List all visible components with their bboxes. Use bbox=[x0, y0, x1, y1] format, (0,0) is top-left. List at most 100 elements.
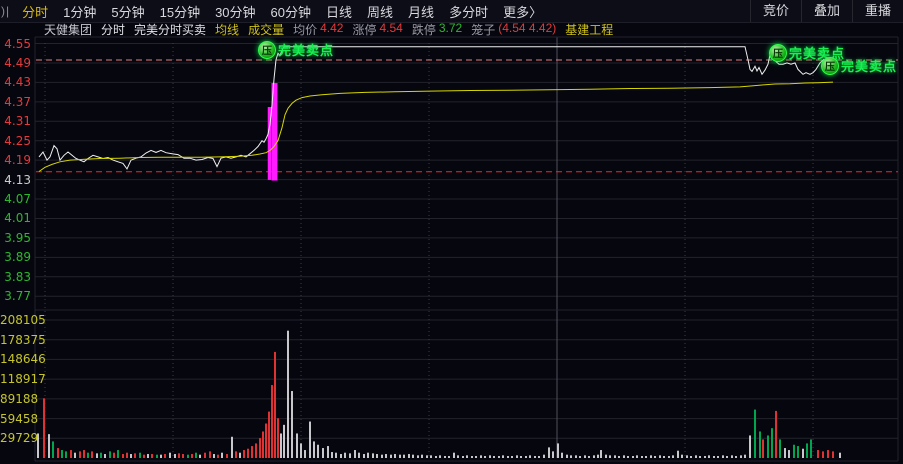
volume-bar bbox=[767, 435, 769, 458]
volume-bar bbox=[588, 456, 590, 458]
overlay-button[interactable]: 叠加 bbox=[800, 0, 852, 22]
volume-bar bbox=[435, 456, 437, 458]
volume-bar bbox=[156, 454, 158, 458]
buy-signal-bar bbox=[271, 83, 278, 181]
volume-bar bbox=[291, 391, 293, 458]
volume-bar bbox=[195, 452, 197, 458]
volume-bar bbox=[457, 455, 459, 458]
volume-bar bbox=[251, 446, 253, 458]
volume-bar bbox=[164, 454, 166, 458]
volume-bar bbox=[204, 452, 206, 458]
volume-bar bbox=[779, 439, 781, 458]
volume-bar bbox=[160, 454, 162, 458]
volume-bar bbox=[139, 452, 141, 458]
volume-bar bbox=[668, 456, 670, 458]
volume-bar bbox=[403, 454, 405, 458]
period-label: 分时 bbox=[101, 23, 126, 37]
sector-tag[interactable]: 基建工程 bbox=[565, 23, 614, 37]
volume-bar bbox=[717, 456, 719, 458]
tab-60min[interactable]: 60分钟 bbox=[270, 4, 312, 20]
volume-bar bbox=[134, 453, 136, 458]
volume-bar bbox=[609, 455, 611, 458]
volume-bar bbox=[475, 456, 477, 458]
volume-bar bbox=[448, 456, 450, 458]
limit-up-value: 4.54 bbox=[379, 21, 403, 35]
volume-bar bbox=[502, 455, 504, 458]
volume-bar bbox=[309, 421, 311, 458]
volume-bar bbox=[444, 456, 446, 458]
volume-bar bbox=[605, 454, 607, 458]
volume-bar bbox=[61, 450, 63, 458]
volume-bar bbox=[239, 452, 241, 458]
volume-bar bbox=[516, 455, 518, 458]
volume-bar bbox=[749, 435, 751, 458]
volume-bar bbox=[641, 456, 643, 458]
auction-button[interactable]: 竞价 bbox=[749, 0, 801, 22]
volume-bar bbox=[498, 456, 500, 458]
tab-weekly[interactable]: 周线 bbox=[367, 4, 394, 20]
volume-bar bbox=[87, 452, 89, 458]
panel-collapse-icon[interactable]: )| bbox=[1, 4, 11, 18]
tab-multi-intraday[interactable]: 多分时 bbox=[449, 4, 489, 20]
volume-bar bbox=[48, 434, 50, 458]
volume-bar bbox=[74, 452, 76, 458]
volume-bar bbox=[390, 454, 392, 458]
volume-bar bbox=[322, 448, 324, 458]
volume-bar bbox=[191, 454, 193, 458]
stock-name: 天健集团 bbox=[44, 23, 93, 37]
volume-bar bbox=[52, 441, 54, 458]
volume-bar bbox=[265, 423, 267, 458]
volume-bar bbox=[493, 456, 495, 458]
volume-bar bbox=[695, 455, 697, 458]
volume-bar bbox=[143, 454, 145, 458]
replay-button[interactable]: 重播 bbox=[851, 0, 903, 22]
volume-bar bbox=[731, 455, 733, 458]
volume-bar bbox=[686, 455, 688, 458]
volume-bar bbox=[713, 456, 715, 458]
volume-bar bbox=[104, 454, 106, 458]
tab-5min[interactable]: 5分钟 bbox=[111, 4, 145, 20]
tab-monthly[interactable]: 月线 bbox=[408, 4, 435, 20]
volume-bar bbox=[771, 428, 773, 458]
volume-bar bbox=[654, 456, 656, 458]
volume-bar bbox=[79, 451, 81, 458]
volume-bar bbox=[584, 455, 586, 458]
volume-bar bbox=[259, 438, 261, 458]
volume-bar bbox=[690, 456, 692, 458]
legend-avg-line[interactable]: 均线 bbox=[215, 23, 240, 37]
volume-bar bbox=[70, 450, 72, 458]
volume-bar bbox=[802, 448, 804, 458]
volume-bar bbox=[480, 455, 482, 458]
tab-15min[interactable]: 15分钟 bbox=[159, 4, 201, 20]
volume-bar bbox=[740, 455, 742, 458]
volume-bar bbox=[426, 455, 428, 458]
tab-more[interactable]: 更多〉 bbox=[503, 4, 543, 20]
volume-bar bbox=[247, 448, 249, 458]
volume-bar bbox=[268, 411, 270, 458]
price-axis-label: 4.43 bbox=[4, 75, 31, 90]
volume-bar bbox=[614, 455, 616, 458]
tab-daily[interactable]: 日线 bbox=[326, 4, 353, 20]
limit-up-label: 涨停 bbox=[352, 23, 377, 37]
volume-bar bbox=[762, 439, 764, 458]
volume-bar bbox=[699, 456, 701, 458]
legend-volume[interactable]: 成交量 bbox=[248, 23, 285, 37]
volume-axis-label: 118917 bbox=[0, 372, 46, 387]
tab-fenshi[interactable]: 分时 bbox=[22, 4, 49, 20]
volume-bar bbox=[300, 443, 302, 458]
volume-bar bbox=[109, 451, 111, 458]
price-line bbox=[38, 46, 825, 170]
volume-bar bbox=[797, 446, 799, 458]
tab-1min[interactable]: 1分钟 bbox=[63, 4, 97, 20]
tab-30min[interactable]: 30分钟 bbox=[215, 4, 256, 20]
indicator-name[interactable]: 完美分时买卖 bbox=[134, 23, 207, 37]
volume-bar bbox=[645, 456, 647, 458]
limit-down-label: 跌停 bbox=[411, 23, 436, 37]
volume-bar bbox=[96, 453, 98, 458]
volume-bar bbox=[283, 424, 285, 458]
volume-bar bbox=[57, 448, 59, 458]
volume-bar bbox=[538, 456, 540, 458]
volume-bar bbox=[213, 454, 215, 458]
volume-bar bbox=[677, 450, 679, 458]
